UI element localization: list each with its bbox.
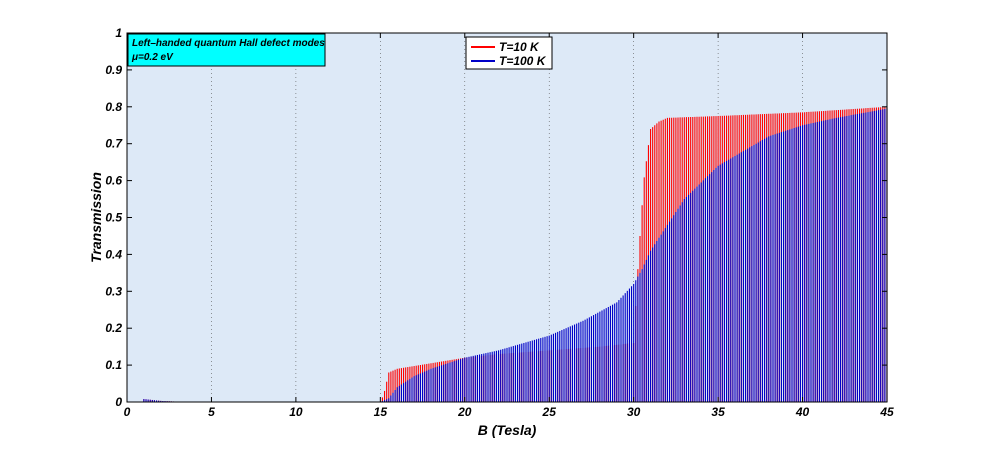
y-tick-label: 0.9: [105, 63, 122, 77]
y-axis-label: Transmission: [88, 172, 104, 263]
y-tick-label: 0.6: [105, 174, 122, 188]
x-tick-label: 20: [457, 405, 472, 419]
y-tick-label: 1: [115, 26, 122, 40]
x-tick-label: 25: [542, 405, 557, 419]
x-tick-label: 5: [208, 405, 215, 419]
legend-label-series-1: T=100 K: [499, 54, 547, 68]
y-tick-label: 0.3: [105, 284, 122, 298]
y-tick-label: 0.5: [105, 211, 122, 225]
x-axis-label: B (Tesla): [478, 422, 537, 438]
x-tick-label: 30: [627, 405, 641, 419]
x-tick-label: 0: [124, 405, 131, 419]
y-tick-label: 0.2: [105, 321, 122, 335]
legend: T=10 K T=100 K: [465, 36, 553, 70]
y-tick-label: 0.7: [105, 137, 123, 151]
series-1-bars: [143, 108, 888, 402]
x-tick-label: 15: [374, 405, 388, 419]
x-axis-ticks: 0 5 10 15 20 25 30 35 40 45: [124, 33, 894, 419]
x-tick-label: 10: [289, 405, 303, 419]
y-tick-label: 0: [115, 395, 122, 409]
annotation-background: [127, 33, 326, 67]
x-tick-label: 45: [879, 405, 894, 419]
legend-label-series-0: T=10 K: [499, 40, 540, 54]
y-axis-ticks: 0 0.1 0.2 0.3 0.4 0.5 0.6 0.7 0.8 0.9 1: [105, 26, 887, 409]
y-tick-label: 0.1: [105, 358, 122, 372]
x-tick-label: 35: [711, 405, 725, 419]
x-tick-label: 40: [795, 405, 810, 419]
bars-layer: [143, 106, 888, 402]
annotation-box: Left–handed quantum Hall defect modes μ=…: [127, 33, 326, 67]
y-tick-label: 0.4: [105, 247, 122, 261]
legend-box: [465, 36, 553, 70]
y-tick-label: 0.8: [105, 100, 122, 114]
annotation-line-2: μ=0.2 eV: [131, 52, 174, 63]
annotation-line-1: Left–handed quantum Hall defect modes: [132, 38, 325, 49]
